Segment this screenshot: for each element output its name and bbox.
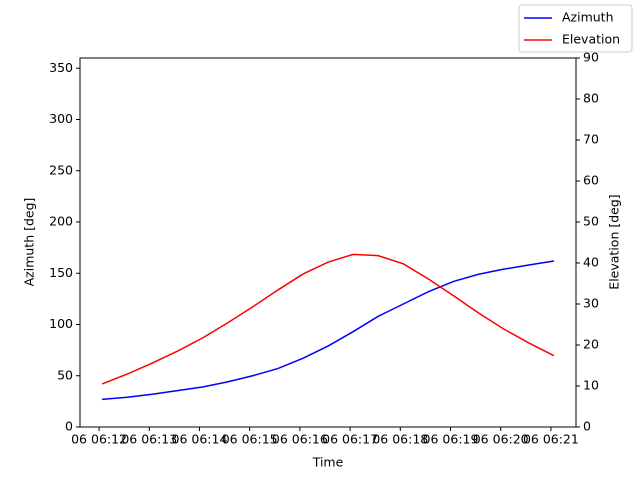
x-tick-label: 06 06:16 [272, 432, 328, 447]
y-tick-label: 0 [65, 419, 73, 434]
series-line [101, 253, 555, 385]
x-tick-label: 06 06:12 [71, 432, 127, 447]
x-tick-label: 06 06:21 [523, 432, 579, 447]
x-tick-label: 06 06:17 [322, 432, 378, 447]
y2-tick-label: 30 [583, 296, 599, 311]
y2-tick-label: 50 [583, 214, 599, 229]
y2-tick-label: 20 [583, 337, 599, 352]
y2-tick-label: 10 [583, 378, 599, 393]
x-tick-label: 06 06:19 [423, 432, 479, 447]
y-tick-label: 350 [49, 60, 73, 75]
y2-tick-label: 90 [583, 50, 599, 65]
y-axis-label: Azimuth [deg] [22, 198, 37, 287]
y-tick-label: 50 [57, 367, 73, 382]
x-tick-label: 06 06:14 [172, 432, 228, 447]
y-tick-label: 300 [49, 111, 73, 126]
y-tick-label: 100 [49, 316, 73, 331]
y2-axis-label: Elevation [deg] [607, 194, 622, 289]
y2-tick-label: 0 [583, 419, 591, 434]
y-tick-label: 200 [49, 214, 73, 229]
x-axis-label: Time [312, 455, 344, 470]
series-line [102, 260, 555, 401]
y2-tick-label: 80 [583, 91, 599, 106]
plot-frame [79, 57, 577, 428]
x-tick-label: 06 06:20 [473, 432, 529, 447]
x-tick-label: 06 06:15 [222, 432, 278, 447]
legend-label: Elevation [562, 32, 620, 47]
y-tick-label: 150 [49, 265, 73, 280]
x-tick-label: 06 06:13 [121, 432, 177, 447]
y2-tick-label: 60 [583, 173, 599, 188]
y2-tick-label: 70 [583, 132, 599, 147]
legend-label: Azimuth [562, 10, 614, 25]
y2-tick-label: 40 [583, 255, 599, 270]
y-tick-label: 250 [49, 162, 73, 177]
x-tick-label: 06 06:18 [372, 432, 428, 447]
